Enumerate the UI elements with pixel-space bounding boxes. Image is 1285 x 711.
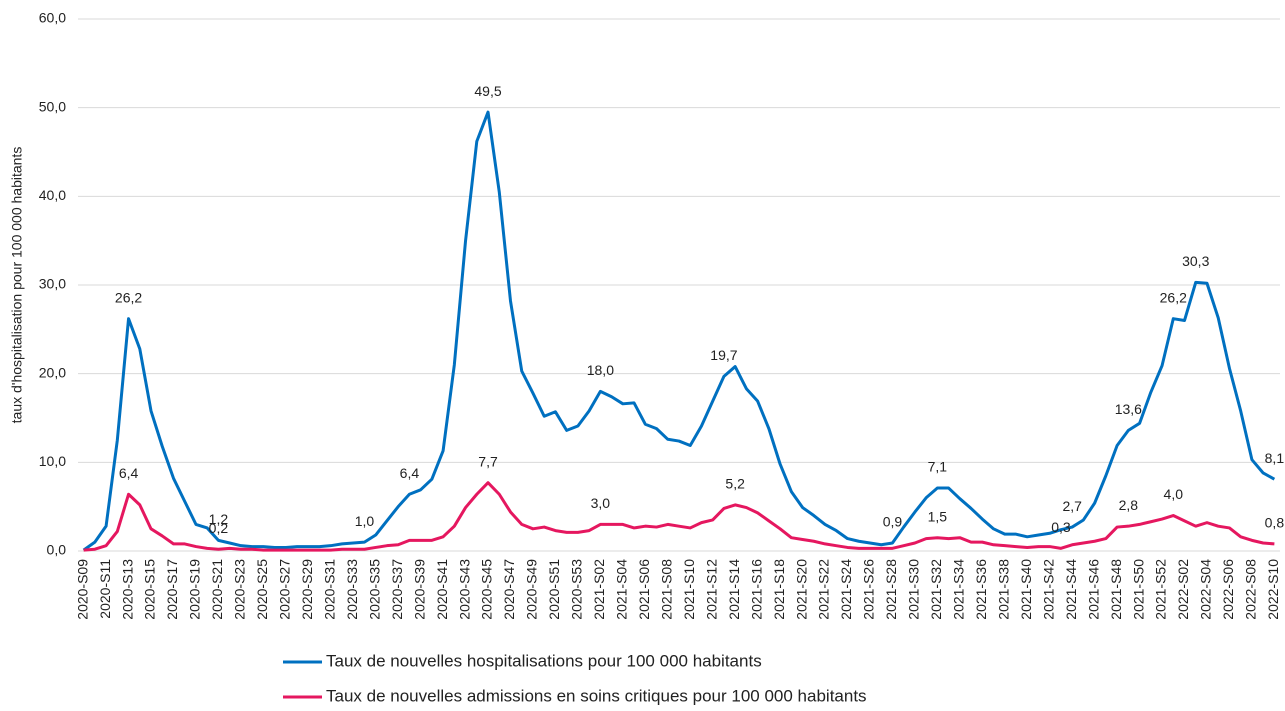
data-label: 8,1 <box>1265 450 1285 466</box>
x-tick-label: 2020-S23 <box>232 559 248 620</box>
x-tick-label: 2021-S18 <box>771 559 787 620</box>
data-label: 0,9 <box>883 514 903 530</box>
x-tick-label: 2022-S06 <box>1220 559 1236 620</box>
data-label: 0,3 <box>1051 519 1071 535</box>
data-label: 6,4 <box>400 465 420 481</box>
x-tick-label: 2020-S51 <box>546 559 562 620</box>
data-label: 19,7 <box>710 347 737 363</box>
x-tick-label: 2022-S08 <box>1243 559 1259 620</box>
legend-label: Taux de nouvelles hospitalisations pour … <box>326 651 762 670</box>
data-label: 1,5 <box>928 508 948 524</box>
x-tick-label: 2022-S10 <box>1265 559 1281 620</box>
x-tick-label: 2020-S35 <box>366 559 382 620</box>
data-label: 7,1 <box>928 459 948 475</box>
y-tick-label: 10,0 <box>39 453 66 469</box>
x-tick-label: 2021-S14 <box>726 559 742 620</box>
data-label: 0,2 <box>209 520 229 536</box>
x-tick-label: 2020-S39 <box>411 559 427 620</box>
x-tick-label: 2021-S26 <box>861 559 877 620</box>
x-tick-label: 2021-S34 <box>951 559 967 620</box>
x-tick-label: 2021-S32 <box>928 559 944 620</box>
data-label: 49,5 <box>474 83 501 99</box>
x-tick-label: 2020-S53 <box>569 559 585 620</box>
x-tick-label: 2020-S29 <box>299 559 315 620</box>
data-label: 7,7 <box>478 453 498 469</box>
x-tick-label: 2020-S47 <box>501 559 517 620</box>
x-tick-label: 2021-S30 <box>906 559 922 620</box>
x-tick-label: 2021-S06 <box>636 559 652 620</box>
x-tick-label: 2021-S08 <box>658 559 674 620</box>
x-tick-label: 2020-S11 <box>97 559 113 619</box>
data-label: 5,2 <box>725 476 745 492</box>
x-tick-label: 2022-S02 <box>1175 559 1191 620</box>
data-label: 26,2 <box>115 289 142 305</box>
x-tick-label: 2020-S45 <box>479 559 495 620</box>
y-tick-label: 30,0 <box>39 276 66 292</box>
x-tick-label: 2020-S41 <box>434 559 450 620</box>
x-tick-label: 2021-S36 <box>973 559 989 620</box>
data-label: 30,3 <box>1182 253 1209 269</box>
series-line <box>82 110 1276 552</box>
x-tick-label: 2021-S46 <box>1085 559 1101 620</box>
x-tick-label: 2021-S40 <box>1018 559 1034 620</box>
y-axis-label: taux d'hospitalisation pour 100 000 habi… <box>9 147 25 424</box>
data-label: 6,4 <box>119 465 139 481</box>
x-tick-label: 2021-S48 <box>1108 559 1124 620</box>
data-label: 2,8 <box>1119 497 1139 513</box>
x-tick-label: 2021-S50 <box>1130 559 1146 620</box>
x-tick-label: 2020-S09 <box>74 559 90 620</box>
y-tick-label: 40,0 <box>39 187 66 203</box>
data-label: 1,0 <box>355 513 375 529</box>
x-tick-label: 2020-S37 <box>389 559 405 620</box>
x-tick-label: 2021-S42 <box>1040 559 1056 620</box>
x-tick-label: 2021-S12 <box>703 559 719 620</box>
data-label: 0,8 <box>1265 515 1285 531</box>
y-tick-label: 50,0 <box>39 98 66 114</box>
legend-label: Taux de nouvelles admissions en soins cr… <box>326 686 867 705</box>
data-label: 26,2 <box>1160 289 1187 305</box>
data-label: 18,0 <box>587 362 614 378</box>
x-tick-label: 2021-S28 <box>883 559 899 620</box>
x-tick-label: 2020-S21 <box>209 559 225 620</box>
y-tick-label: 20,0 <box>39 364 66 380</box>
x-tick-label: 2020-S33 <box>344 559 360 620</box>
x-tick-label: 2022-S04 <box>1198 559 1214 620</box>
x-tick-label: 2020-S31 <box>321 559 337 620</box>
x-tick-label: 2020-S27 <box>277 559 293 620</box>
data-label: 1,2 <box>209 511 229 527</box>
x-tick-label: 2020-S13 <box>119 559 135 620</box>
x-tick-label: 2021-S02 <box>591 559 607 620</box>
x-tick-label: 2020-S19 <box>187 559 203 620</box>
y-tick-label: 60,0 <box>39 10 66 26</box>
x-tick-label: 2020-S15 <box>142 559 158 620</box>
x-tick-label: 2020-S43 <box>456 559 472 620</box>
x-tick-label: 2021-S04 <box>614 559 630 620</box>
x-tick-label: 2021-S38 <box>995 559 1011 620</box>
x-tick-label: 2021-S22 <box>816 559 832 620</box>
series-line <box>83 481 1275 552</box>
x-tick-label: 2021-S44 <box>1063 559 1079 620</box>
x-tick-label: 2021-S10 <box>681 559 697 620</box>
y-tick-label: 0,0 <box>47 542 67 558</box>
data-label: 2,7 <box>1062 498 1082 514</box>
x-tick-label: 2020-S17 <box>164 559 180 620</box>
data-label: 13,6 <box>1115 401 1142 417</box>
x-tick-label: 2021-S24 <box>838 559 854 620</box>
data-label: 4,0 <box>1164 486 1184 502</box>
x-tick-label: 2020-S49 <box>524 559 540 620</box>
data-label: 3,0 <box>591 495 611 511</box>
x-tick-label: 2021-S20 <box>793 559 809 620</box>
x-tick-label: 2021-S16 <box>748 559 764 620</box>
x-tick-label: 2021-S52 <box>1153 559 1169 620</box>
x-tick-label: 2020-S25 <box>254 559 270 620</box>
